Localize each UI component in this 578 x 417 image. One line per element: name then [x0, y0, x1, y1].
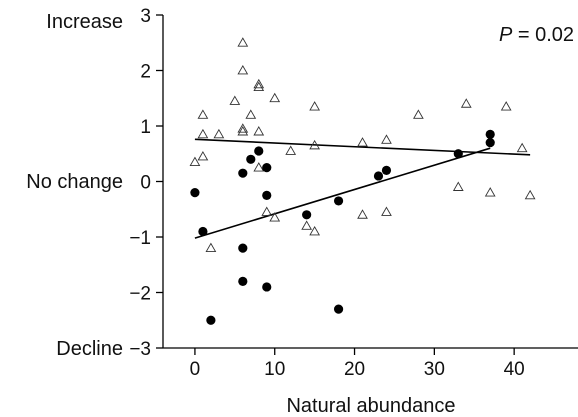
p-value-letter: P: [499, 24, 513, 46]
filled-circle-point: [254, 146, 264, 156]
open-triangle-point: [484, 187, 496, 197]
y-tick-label: −2: [129, 284, 151, 305]
open-triangle-point: [237, 126, 249, 136]
y-tick-label: 2: [140, 62, 151, 83]
open-triangle-point: [253, 81, 265, 92]
x-tick-label: 10: [264, 359, 285, 380]
filled-circle-point: [333, 304, 344, 314]
x-tick-label: 20: [344, 359, 365, 380]
open-triangle-point: [197, 151, 209, 161]
open-triangle-point: [237, 64, 249, 75]
open-triangle-point: [452, 181, 464, 191]
open-triangle-point: [524, 189, 536, 200]
fit-line-triangles: [194, 138, 531, 156]
open-triangle-point: [213, 128, 225, 139]
open-triangle-point: [197, 109, 209, 119]
open-triangle-point: [309, 139, 321, 150]
open-triangle-point: [381, 206, 392, 216]
filled-circle-point: [238, 168, 248, 178]
filled-circle-point: [262, 190, 272, 200]
filled-circle-point: [485, 129, 495, 139]
filled-circle-point: [381, 165, 392, 175]
x-axis-label: Natural abundance: [286, 395, 455, 417]
y-tick-label: 1: [140, 117, 151, 138]
open-triangle-point: [269, 212, 281, 222]
filled-circle-point: [453, 149, 463, 159]
filled-circle-point: [333, 196, 344, 206]
filled-circle-point: [485, 138, 495, 148]
open-triangle-point: [189, 156, 201, 166]
filled-circle-point: [238, 276, 248, 286]
open-triangle-point: [516, 142, 528, 153]
open-triangle-point: [357, 209, 368, 219]
open-triangle-point: [261, 206, 273, 216]
open-triangle-point: [237, 37, 249, 47]
side-label-decline: Decline: [56, 338, 123, 360]
open-triangle-point: [245, 109, 257, 119]
open-triangle-point: [253, 162, 265, 172]
open-triangle-point: [269, 92, 281, 103]
x-tick-label: 40: [504, 359, 525, 380]
p-value-number: = 0.02: [512, 24, 574, 46]
y-tick-label: 0: [140, 173, 151, 194]
fit-line-circles: [194, 147, 491, 239]
open-triangle-point: [413, 109, 424, 119]
open-triangle-point: [500, 101, 512, 111]
open-triangle-point: [237, 123, 249, 133]
x-tick-label: 0: [190, 359, 201, 380]
filled-circle-point: [206, 315, 216, 325]
filled-circle-point: [198, 226, 208, 237]
y-tick-label: −1: [129, 228, 151, 249]
filled-circle-point: [262, 282, 272, 292]
x-tick-label: 30: [424, 359, 445, 380]
open-triangle-point: [229, 95, 241, 105]
filled-circle-point: [238, 243, 248, 253]
open-triangle-point: [253, 78, 265, 89]
filled-circle-point: [262, 163, 272, 173]
open-triangle-point: [285, 145, 297, 155]
fit-lines: [194, 138, 531, 239]
y-tick-label: −3: [129, 339, 151, 360]
open-triangle-point: [381, 134, 392, 144]
open-triangle-point: [205, 242, 217, 252]
p-value-annotation: P = 0.02: [499, 24, 574, 46]
open-triangle-point: [253, 126, 265, 136]
side-label-no-change: No change: [26, 171, 123, 193]
filled-circle-point: [190, 188, 200, 198]
data-points: [189, 37, 536, 325]
open-triangle-point: [309, 101, 321, 111]
open-triangle-point: [357, 137, 368, 147]
filled-circle-point: [302, 210, 312, 220]
y-tick-label: 3: [140, 6, 151, 27]
open-triangle-point: [301, 220, 313, 230]
filled-circle-point: [373, 171, 384, 181]
side-label-increase: Increase: [46, 11, 123, 33]
open-triangle-point: [197, 128, 209, 139]
open-triangle-point: [460, 98, 472, 108]
filled-circle-point: [246, 154, 256, 164]
open-triangle-point: [309, 225, 321, 236]
